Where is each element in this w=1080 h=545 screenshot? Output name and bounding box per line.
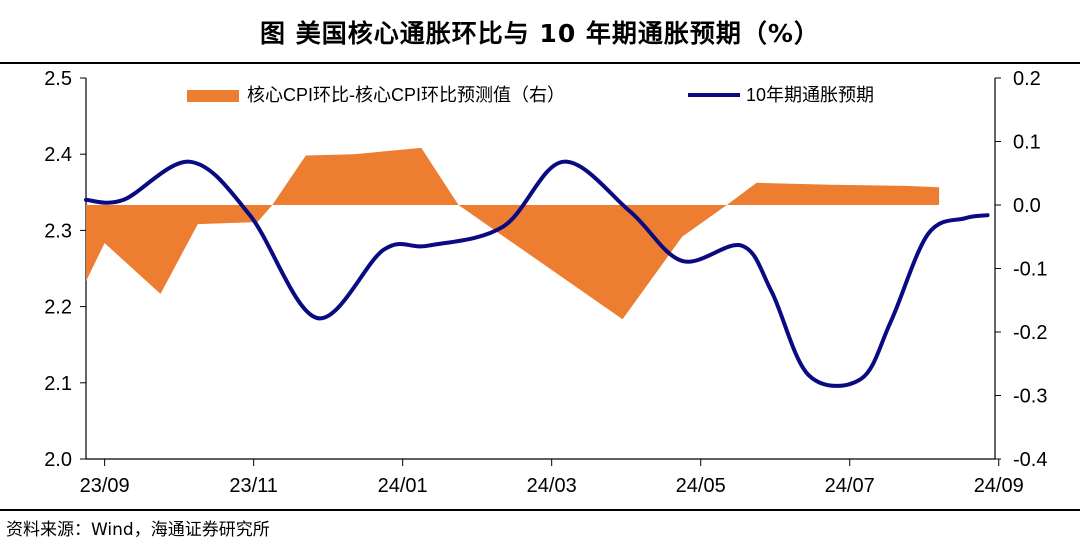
- right-axis-tick-label: -0.3: [1013, 386, 1047, 408]
- right-axis-tick-label: -0.2: [1013, 322, 1047, 344]
- x-axis-tick-label: 24/07: [825, 475, 875, 497]
- right-axis-tick-label: 0.2: [1013, 68, 1041, 90]
- legend-line-label: 10年期通胀预期: [746, 85, 874, 105]
- left-axis-tick-label: 2.4: [44, 144, 72, 166]
- line-layer: [84, 159, 990, 388]
- left-axis-tick-label: 2.5: [44, 68, 72, 90]
- left-axis-tick-label: 2.2: [44, 297, 72, 319]
- right-axis-tick-label: 0.1: [1013, 132, 1041, 154]
- x-axis-tick-label: 24/09: [974, 475, 1024, 497]
- x-axis-tick-label: 24/01: [378, 475, 428, 497]
- x-axis-tick-label: 24/03: [527, 475, 577, 497]
- right-axis-tick-label: -0.4: [1013, 449, 1047, 471]
- source-note: 资料来源：Wind，海通证券研究所: [6, 520, 270, 540]
- x-axis-tick-label: 23/11: [229, 475, 278, 497]
- chart-area: 2.0 2.1 2.2 2.3 2.4 2.5 -0.4 -0.3 -0.2 -0.1 0.0 0.1…: [44, 68, 1047, 497]
- area-layer: [86, 147, 940, 320]
- label-layer: 2.0 2.1 2.2 2.3 2.4 2.5 -0.4 -0.3 -0.2 -0.1 0.0 0.1…: [44, 68, 1047, 497]
- legend: 核心CPI环比-核心CPI环比预测值（右） 10年期通胀预期: [187, 85, 874, 105]
- right-axis-tick-label: 0.0: [1013, 195, 1041, 217]
- legend-area-swatch: [187, 90, 239, 102]
- right-axis-tick-label: -0.1: [1013, 259, 1047, 281]
- area-series-core-cpi-diff: [86, 147, 940, 320]
- chart-title: 图 美国核心通胀环比与 10 年期通胀预期（%）: [260, 19, 820, 48]
- source-rule: [0, 509, 1080, 511]
- line-series-10y-inflation-expectation: [84, 159, 990, 388]
- left-axis-tick-label: 2.1: [44, 373, 72, 395]
- left-axis-tick-label: 2.0: [44, 449, 72, 471]
- legend-area-label: 核心CPI环比-核心CPI环比预测值（右）: [247, 85, 565, 105]
- x-axis-tick-label: 23/09: [80, 475, 130, 497]
- x-axis-tick-label: 24/05: [676, 475, 726, 497]
- left-axis-tick-label: 2.3: [44, 220, 72, 242]
- title-rule: [0, 62, 1080, 64]
